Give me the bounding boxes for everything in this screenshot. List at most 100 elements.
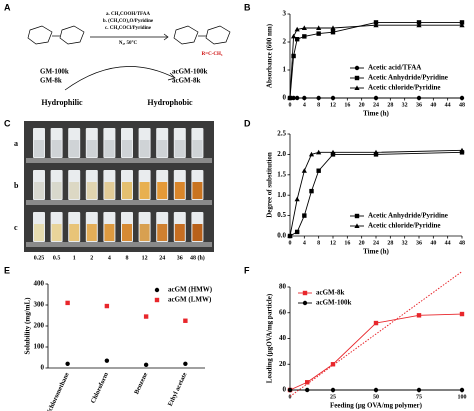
point: [316, 168, 321, 173]
x-tick-label: 24: [373, 240, 379, 246]
y-tick-label: 2.0: [277, 150, 286, 158]
x-tick-label: Benzene: [133, 371, 149, 395]
y-tick-label: 2.5: [277, 130, 286, 138]
legend-label: acGM-8k: [316, 289, 344, 297]
condition: a. CH₃COOH/TFAA: [106, 12, 150, 17]
tube-liquid: [51, 224, 62, 241]
point: [183, 318, 188, 323]
point: [309, 188, 314, 194]
y-tick-label: 400: [34, 280, 45, 288]
tube-liquid: [157, 140, 168, 157]
x-tick-label: 12: [330, 102, 336, 108]
y-tick-label: 0.0: [277, 232, 286, 240]
sugar-ring: [59, 25, 85, 45]
point: [459, 22, 465, 28]
tube-liquid: [139, 182, 150, 199]
point: [373, 95, 379, 101]
tube-liquid: [104, 140, 115, 157]
x-tick-label: 24: [373, 102, 379, 108]
tube-liquid: [122, 140, 132, 157]
point: [291, 53, 296, 59]
legend-label: Acetic acid/TFAA: [368, 64, 421, 72]
tube-liquid: [139, 224, 150, 241]
tube-liquid: [174, 224, 185, 241]
tube-liquid: [34, 140, 44, 157]
shelf: [26, 242, 212, 247]
point: [416, 20, 422, 25]
point: [143, 362, 149, 368]
x-tick-label: 4: [303, 102, 306, 108]
x-tick-label: 48: [459, 102, 465, 108]
time-label: 2: [90, 255, 93, 261]
point: [373, 149, 379, 155]
point: [330, 387, 336, 393]
point: [316, 25, 322, 30]
point: [65, 300, 70, 306]
scheme: [27, 25, 231, 91]
point: [294, 95, 300, 101]
time-label: 4: [108, 255, 111, 261]
tube-liquid: [122, 224, 132, 241]
tube-liquid: [139, 140, 150, 157]
y-tick-label: 0.5: [277, 211, 286, 219]
photo-content: a b c: [14, 128, 212, 247]
start-label: GM-100k: [40, 68, 69, 76]
row-label: c: [14, 223, 18, 232]
x-tick-label: 44: [445, 102, 451, 108]
point: [373, 20, 379, 25]
x-tick-label: 28: [387, 102, 393, 108]
point: [416, 95, 422, 101]
product-label: acGM-100k: [172, 68, 207, 76]
x-tick-label: 25: [330, 394, 336, 400]
hydrophobic-label: Hydrophobic: [147, 98, 193, 107]
point: [294, 26, 300, 32]
x-tick-label: 16: [344, 240, 350, 246]
x-axis-label: Feeding (μg OVA/mg polymer): [330, 402, 423, 410]
point: [373, 152, 379, 157]
series-line: [289, 149, 463, 237]
hydrophilic-label: Hydrophilic: [41, 98, 83, 107]
y-tick-label: 20: [279, 360, 287, 368]
y-tick-label: 1.0: [277, 191, 286, 199]
legend-label: acGM-100k: [316, 299, 351, 307]
tube-liquid: [51, 140, 62, 157]
point: [305, 380, 310, 385]
y-tick-label: 1: [283, 66, 287, 74]
x-tick-label: 4: [303, 240, 306, 246]
y-tick-label: 60: [279, 308, 287, 316]
condition: N₂, 50°C: [119, 41, 138, 46]
legend-marker: [354, 75, 360, 81]
point: [301, 168, 307, 173]
point: [330, 25, 336, 30]
row-label: b: [14, 181, 19, 190]
x-tick-label: 50: [373, 394, 379, 400]
tube-liquid: [86, 224, 97, 241]
y-tick-label: 2: [283, 38, 287, 46]
point: [301, 25, 307, 30]
point: [287, 387, 293, 393]
legend-marker: [154, 287, 160, 293]
time-label: 1: [73, 255, 76, 261]
sugar-ring: [27, 25, 53, 45]
panel-label: E: [4, 265, 10, 275]
point: [459, 20, 465, 25]
legend-label: acGM (HMW): [168, 286, 213, 294]
tube-liquid: [157, 182, 168, 199]
legend-label: Acetic Anhydride/Pyridine: [368, 74, 448, 82]
point: [330, 95, 336, 101]
tube-liquid: [34, 182, 44, 199]
point: [459, 150, 465, 155]
tube-liquid: [104, 182, 115, 199]
point: [330, 30, 336, 35]
series-line: [289, 313, 463, 391]
point: [104, 303, 110, 309]
x-tick-label: Ethyl acetate: [167, 371, 189, 407]
panel-label: D: [244, 118, 251, 128]
panel-label: F: [244, 265, 250, 275]
time-label: 0.5: [53, 255, 61, 261]
y-tick-label: 40: [279, 334, 287, 342]
legend-label: Acetic Anhydride/Pyridine: [368, 212, 448, 220]
x-tick-label: 16: [344, 102, 350, 108]
y-axis-label: Degree of substitution: [266, 152, 274, 218]
